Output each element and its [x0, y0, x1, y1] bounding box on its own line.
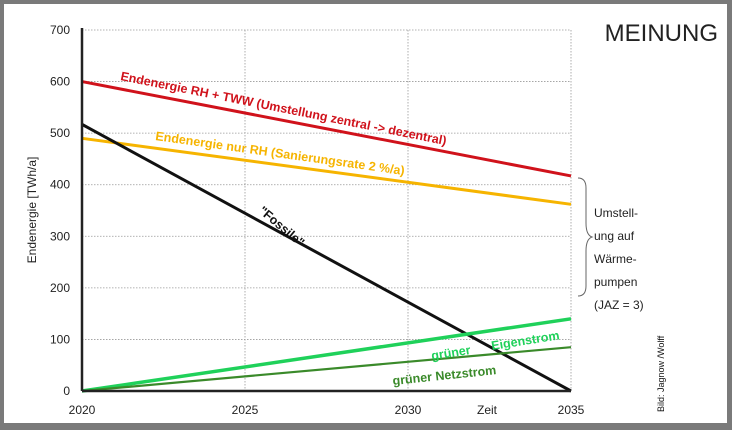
series-line [81, 80, 572, 178]
series-line [81, 123, 572, 393]
y-tick-label: 600 [50, 75, 70, 89]
y-tick-label: 0 [63, 384, 70, 398]
brace-note-line: pumpen [594, 275, 637, 289]
y-tick-label: 300 [50, 229, 70, 243]
brace-note-line: Umstell- [594, 206, 638, 220]
brace-note-line: (JAZ = 3) [594, 298, 644, 312]
y-axis-label: Endenergie [TWh/a] [25, 157, 39, 264]
y-tick-label: 700 [50, 23, 70, 37]
label-fossile: "Fossile" [256, 204, 307, 250]
image-credit: Bild: Jagnow /Wolff [656, 335, 666, 412]
grid [82, 29, 572, 391]
brace-note-line: Wärme- [594, 252, 637, 266]
series-line [81, 346, 572, 393]
section-label: MEINUNG [605, 20, 718, 47]
x-tick-label: 2035 [558, 403, 585, 417]
axes: 0 100 200 300 400 500 600 700 2020 2025 2030 2035 [50, 23, 585, 417]
figure-frame [4, 4, 727, 423]
x-tick-label: 2020 [69, 403, 96, 417]
x-axis-label: Zeit [477, 403, 498, 417]
series-line [81, 317, 572, 393]
series-line [81, 136, 572, 206]
brace [577, 177, 594, 297]
x-tick-label: 2025 [232, 403, 259, 417]
y-tick-label: 500 [50, 126, 70, 140]
y-tick-label: 200 [50, 281, 70, 295]
x-tick-label: 2030 [395, 403, 422, 417]
y-tick-label: 100 [50, 332, 70, 346]
label-eigenstrom-1: grüner [430, 343, 471, 363]
brace-note: Umstell-ung auf Wärme-pumpen (JAZ = 3) [594, 206, 644, 312]
series-lines [81, 80, 572, 393]
y-tick-label: 400 [50, 178, 70, 192]
brace-note-line: ung auf [594, 229, 635, 243]
